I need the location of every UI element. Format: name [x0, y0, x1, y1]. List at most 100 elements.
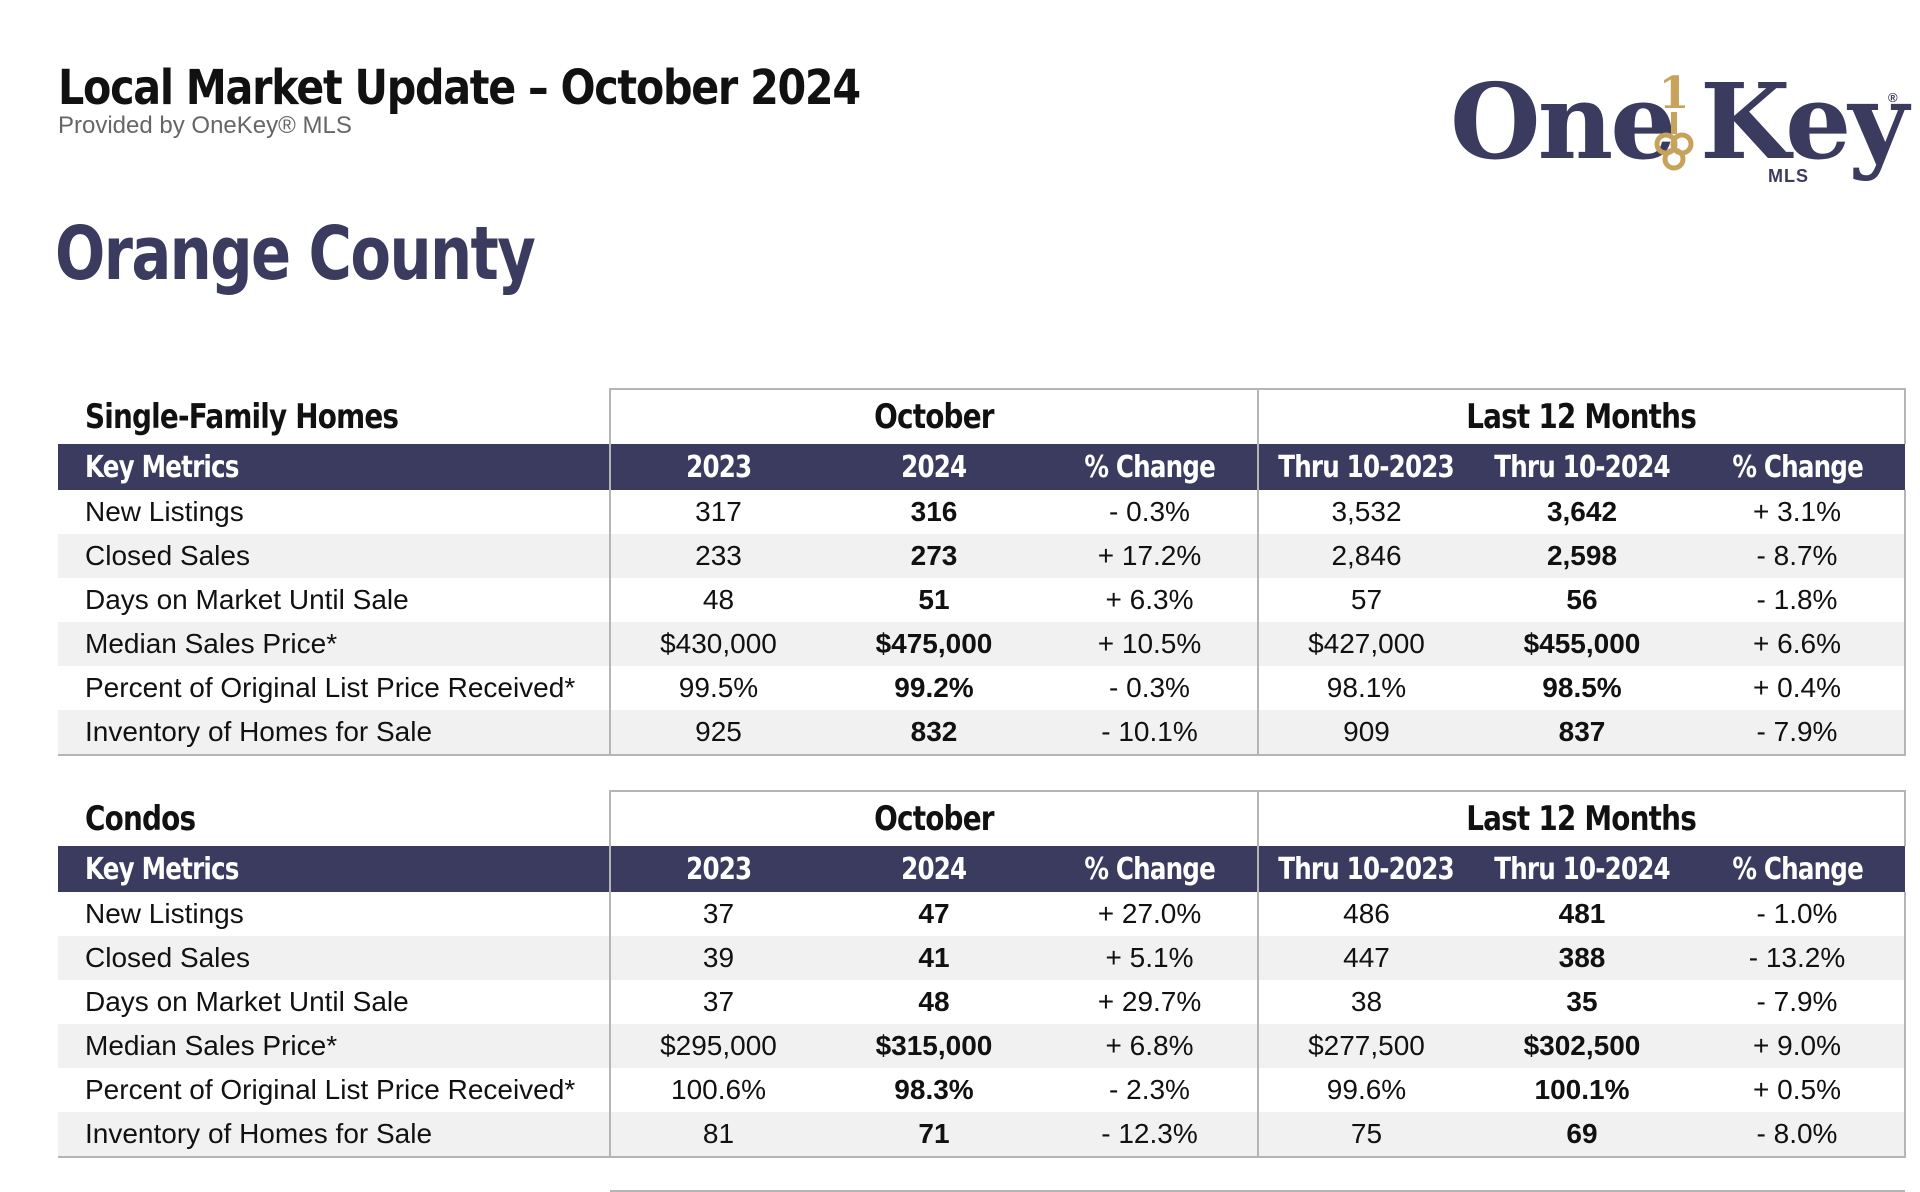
- logo-numeral: 1: [1659, 68, 1690, 119]
- metric-label: New Listings: [58, 490, 611, 534]
- table-row: Days on Market Until Sale 37 48 + 29.7% …: [58, 980, 1906, 1024]
- value-thru-10-2023: 99.6%: [1257, 1068, 1474, 1112]
- table-row: New Listings 317 316 - 0.3% 3,532 3,642 …: [58, 490, 1906, 534]
- column-header-row: Key Metrics 2023 2024 % Change Thru 10-2…: [58, 444, 1905, 490]
- value-2024: 99.2%: [894, 672, 974, 703]
- value-thru-10-2023: 75: [1257, 1112, 1474, 1158]
- value-2023: 100.6%: [671, 1074, 766, 1105]
- col-thru-10-2024: Thru 10-2024: [1474, 444, 1690, 490]
- table-row: Median Sales Price* $430,000 $475,000 + …: [58, 622, 1906, 666]
- pct-change-12mo: - 1.8%: [1690, 578, 1906, 622]
- value-thru-10-2024: $302,500: [1474, 1024, 1690, 1068]
- value-2024: 48: [918, 986, 950, 1017]
- value-thru-10-2024: 56: [1566, 584, 1598, 615]
- value-thru-10-2024: 35: [1566, 986, 1598, 1017]
- value-2023: 99.5%: [678, 672, 759, 703]
- pct-change-month: + 6.8%: [1042, 1024, 1258, 1068]
- group-header-row: Condos October Last 12 Months: [58, 790, 1906, 846]
- table-row: Closed Sales 39 41 + 5.1% 447 388 - 13.2…: [58, 936, 1906, 980]
- table-row: Percent of Original List Price Received*…: [58, 1068, 1906, 1112]
- metric-label: Days on Market Until Sale: [58, 578, 611, 622]
- value-2024: 71: [826, 1112, 1042, 1158]
- table-row: Median Sales Price* $295,000 $315,000 + …: [58, 1024, 1906, 1068]
- key-icon: 1: [1654, 68, 1694, 171]
- logo-registered-mark: ®: [1888, 90, 1898, 105]
- metric-label: Inventory of Homes for Sale: [58, 1112, 611, 1158]
- pct-change-month: + 17.2%: [1042, 534, 1258, 578]
- value-2023: $295,000: [610, 1024, 826, 1068]
- period-october: October: [609, 790, 1259, 846]
- pct-change-month: - 12.3%: [1042, 1112, 1258, 1158]
- value-thru-10-2023: 447: [1257, 936, 1474, 980]
- value-2024: $475,000: [826, 622, 1042, 666]
- value-2024: $315,000: [826, 1024, 1042, 1068]
- value-2024: 41: [826, 936, 1042, 980]
- page-header: Local Market Update – October 2024 Provi…: [58, 60, 990, 140]
- pct-change-month: - 0.3%: [1109, 496, 1190, 527]
- pct-change-month: + 6.3%: [1105, 584, 1194, 615]
- provided-by: Provided by OneKey® MLS: [58, 112, 352, 139]
- value-thru-10-2023: 98.1%: [1257, 666, 1474, 710]
- value-thru-10-2024: 388: [1474, 936, 1690, 980]
- section-title: Condos: [85, 798, 196, 839]
- pct-change-12mo: + 9.0%: [1690, 1024, 1906, 1068]
- col-pct-change-12mo: % Change: [1690, 846, 1905, 892]
- period-october: October: [609, 388, 1259, 444]
- table-row: New Listings 37 47 + 27.0% 486 481 - 1.0…: [58, 892, 1906, 936]
- metric-label: Median Sales Price*: [58, 622, 611, 666]
- value-2023: 37: [702, 898, 735, 929]
- period-last-12-months: Last 12 Months: [1257, 388, 1906, 444]
- report-title: Local Market Update – October 2024: [58, 60, 861, 116]
- pct-change-month: - 2.3%: [1109, 1074, 1190, 1105]
- value-2023: 233: [610, 534, 826, 578]
- col-thru-10-2023: Thru 10-2023: [1257, 846, 1474, 892]
- logo-mls: MLS: [1768, 166, 1809, 186]
- metric-label: Percent of Original List Price Received*: [58, 1068, 611, 1112]
- value-2023: 39: [610, 936, 826, 980]
- col-pct-change-month: % Change: [1042, 846, 1258, 892]
- pct-change-month: + 29.7%: [1097, 986, 1202, 1017]
- value-2023: 37: [702, 986, 735, 1017]
- value-thru-10-2023: $427,000: [1257, 622, 1474, 666]
- table-row: Days on Market Until Sale 48 51 + 6.3% 5…: [58, 578, 1906, 622]
- pct-change-12mo: - 7.9%: [1690, 710, 1906, 756]
- table-row: Closed Sales 233 273 + 17.2% 2,846 2,598…: [58, 534, 1906, 578]
- pct-change-12mo: + 0.4%: [1690, 666, 1906, 710]
- col-pct-change-month: % Change: [1042, 444, 1258, 490]
- value-2023: 81: [610, 1112, 826, 1158]
- col-pct-change-12mo: % Change: [1690, 444, 1905, 490]
- value-thru-10-2024: 98.5%: [1542, 672, 1622, 703]
- metric-label: Inventory of Homes for Sale: [58, 710, 611, 756]
- pct-change-month: - 0.3%: [1109, 672, 1190, 703]
- value-thru-10-2024: 2,598: [1474, 534, 1690, 578]
- table-row: Inventory of Homes for Sale 81 71 - 12.3…: [58, 1112, 1906, 1158]
- value-thru-10-2024: 481: [1558, 898, 1606, 929]
- value-thru-10-2023: 2,846: [1257, 534, 1474, 578]
- metric-label: New Listings: [58, 892, 611, 936]
- table-row: Percent of Original List Price Received*…: [58, 666, 1906, 710]
- col-thru-10-2023: Thru 10-2023: [1257, 444, 1474, 490]
- logo-text-key: Key: [1700, 60, 1909, 183]
- value-thru-10-2023: 3,532: [1257, 490, 1474, 534]
- onekey-logo: One 1 Key ® MLS: [1450, 60, 1909, 192]
- value-thru-10-2023: $277,500: [1257, 1024, 1474, 1068]
- value-thru-10-2024: $455,000: [1474, 622, 1690, 666]
- pct-change-12mo: + 3.1%: [1690, 490, 1906, 534]
- col-key-metrics: Key Metrics: [58, 444, 611, 490]
- pct-change-month: + 27.0%: [1097, 898, 1202, 929]
- pct-change-12mo: - 8.7%: [1690, 534, 1906, 578]
- pct-change-12mo: - 13.2%: [1690, 936, 1906, 980]
- metric-label: Days on Market Until Sale: [58, 980, 611, 1024]
- table-row: Inventory of Homes for Sale 925 832 - 10…: [58, 710, 1906, 756]
- period-last-12-months: Last 12 Months: [1257, 790, 1906, 846]
- metric-label: Closed Sales: [58, 936, 611, 980]
- value-thru-10-2024: 100.1%: [1534, 1074, 1630, 1105]
- section-title: Single-Family Homes: [85, 396, 399, 437]
- value-2023: 48: [702, 584, 735, 615]
- pct-change-month: + 10.5%: [1042, 622, 1258, 666]
- pct-change-12mo: - 1.0%: [1690, 892, 1906, 936]
- value-2024: 51: [918, 584, 950, 615]
- logo-text-one: One: [1450, 60, 1676, 183]
- value-2024: 832: [826, 710, 1042, 756]
- area-title: Orange County: [55, 211, 536, 297]
